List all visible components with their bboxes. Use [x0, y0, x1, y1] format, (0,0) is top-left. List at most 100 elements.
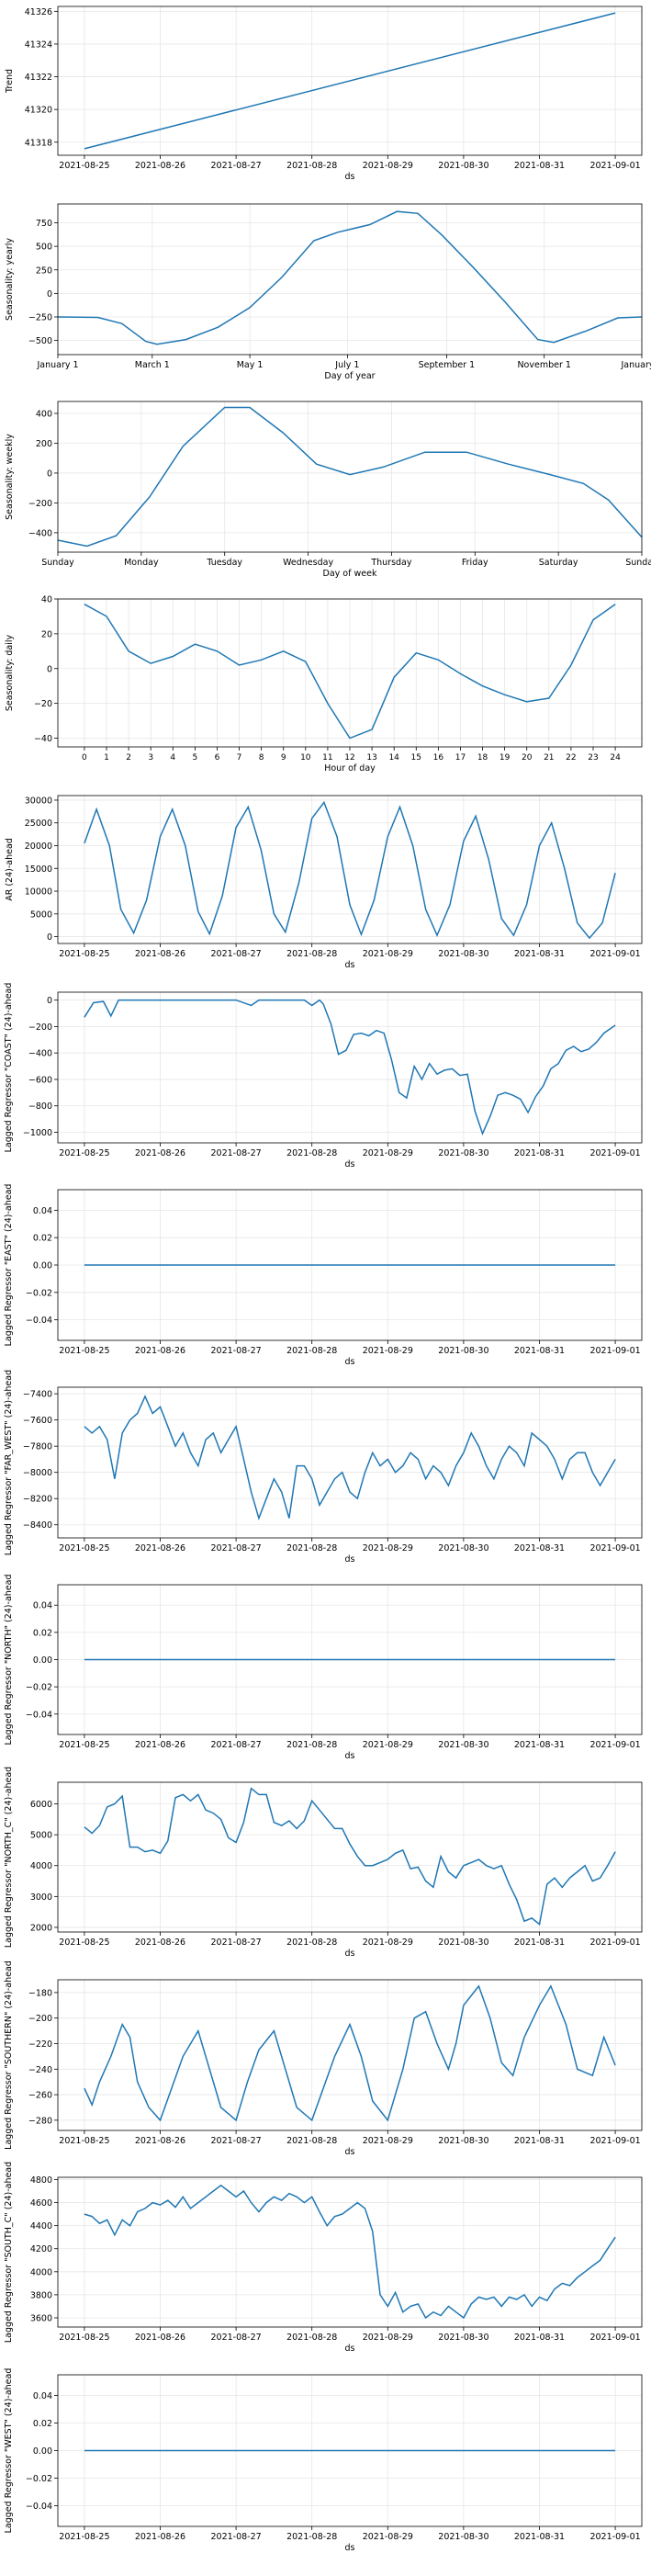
- x-tick-label: 2021-08-31: [514, 949, 565, 959]
- y-tick-label: 3600: [30, 2313, 52, 2323]
- x-tick-label: 2021-08-29: [363, 2333, 413, 2343]
- y-axis-label: Lagged Regressor "SOUTH_C" (24)-ahead: [4, 2162, 14, 2343]
- y-tick-label: 0.02: [33, 1234, 52, 1244]
- x-axis-label: ds: [345, 1357, 355, 1367]
- y-tick-label: 25000: [25, 819, 52, 829]
- x-tick-label: 2021-08-30: [438, 1543, 488, 1554]
- y-tick-label: 4400: [30, 2221, 52, 2231]
- subplot-10: 2021-08-25 2021-08-26 2021-08-27 2021-08-28…: [4, 1767, 643, 1959]
- x-tick-label: 2021-08-28: [286, 1346, 337, 1356]
- y-tick-label: 750: [36, 219, 52, 229]
- x-tick-label: 5: [192, 753, 197, 763]
- y-tick-label: 4000: [30, 1861, 52, 1871]
- subplot-5: 2021-08-25 2021-08-26 2021-08-27 2021-08-28…: [5, 795, 643, 970]
- x-tick-label: 2021-08-26: [135, 2333, 185, 2343]
- x-tick-label: 2021-08-25: [59, 2333, 109, 2343]
- y-tick-label: 0.04: [33, 2391, 52, 2401]
- y-tick-label: 0.02: [33, 2419, 52, 2429]
- x-axis-label: ds: [345, 1554, 355, 1565]
- x-tick-label: 2021-08-27: [210, 949, 261, 959]
- x-tick-label: 2021-08-30: [438, 161, 488, 171]
- x-tick-label: 15: [411, 753, 421, 763]
- y-tick-label: 0: [47, 289, 52, 299]
- x-tick-label: 2021-08-27: [210, 1346, 261, 1356]
- y-tick-label: 200: [36, 439, 52, 449]
- subplot-2: January 1 March 1 May 1 July 1 September 1 No…: [5, 203, 651, 381]
- x-tick-label: 2021-08-29: [363, 2136, 413, 2146]
- x-tick-label: 18: [477, 753, 488, 763]
- x-tick-label: 2021-08-27: [210, 1543, 261, 1554]
- subplot-7: 2021-08-25 2021-08-26 2021-08-27 2021-08-28…: [4, 1184, 643, 1367]
- subplot-13: 2021-08-25 2021-08-26 2021-08-27 2021-08-28…: [4, 2368, 643, 2553]
- x-tick-label: 2021-08-28: [286, 1148, 337, 1158]
- x-tick-label: 2021-09-01: [589, 2333, 640, 2343]
- y-axis-label: Lagged Regressor "NORTH_C" (24)-ahead: [4, 1767, 14, 1948]
- y-tick-label: −8200: [23, 1495, 52, 1505]
- x-tick-label: 10: [300, 753, 311, 763]
- x-tick-label: 2021-08-26: [135, 1740, 185, 1750]
- x-tick-label: March 1: [135, 360, 170, 370]
- x-tick-label: Monday: [124, 558, 159, 568]
- y-tick-label: 0: [47, 996, 52, 1006]
- subplot-3: Sunday Monday Tuesday Wednesday Thursday Frid…: [5, 401, 651, 579]
- x-tick-label: 2021-09-01: [589, 1938, 640, 1948]
- y-axis-label: Lagged Regressor "SOUTHERN" (24)-ahead: [4, 1960, 14, 2150]
- x-tick-label: 2021-08-26: [135, 1543, 185, 1554]
- series-line: [84, 2184, 616, 2320]
- x-tick-label: 2021-08-27: [210, 2333, 261, 2343]
- x-tick-label: 2021-08-31: [514, 1740, 565, 1750]
- y-axis-label: Seasonality: weekly: [5, 434, 15, 520]
- x-tick-label: 2021-08-30: [438, 2136, 488, 2146]
- y-tick-label: 500: [36, 243, 52, 253]
- y-tick-label: 41318: [25, 138, 52, 148]
- y-axis-label: Lagged Regressor "NORTH" (24)-ahead: [4, 1575, 14, 1746]
- x-tick-label: 2021-08-27: [210, 1938, 261, 1948]
- x-tick-label: Saturday: [539, 558, 578, 568]
- y-tick-label: −280: [28, 2116, 52, 2126]
- x-tick-label: 2021-09-01: [589, 2136, 640, 2146]
- x-tick-label: 2021-08-29: [363, 2532, 413, 2542]
- x-tick-label: 2021-08-29: [363, 1346, 413, 1356]
- y-axis-label: Lagged Regressor "EAST" (24)-ahead: [4, 1184, 14, 1347]
- x-tick-label: Tuesday: [206, 558, 242, 568]
- x-tick-label: 3: [148, 753, 153, 763]
- y-tick-label: −250: [28, 313, 52, 323]
- x-tick-label: 2021-08-29: [363, 1148, 413, 1158]
- y-tick-label: 0.00: [33, 1655, 52, 1666]
- x-tick-label: July 1: [334, 360, 359, 370]
- y-tick-label: 4000: [30, 2267, 52, 2277]
- y-tick-label: 0.04: [33, 1601, 52, 1611]
- x-tick-label: 2021-08-28: [286, 161, 337, 171]
- y-tick-label: 4600: [30, 2198, 52, 2209]
- x-tick-label: 11: [322, 753, 332, 763]
- series-line: [57, 406, 643, 548]
- y-axis-label: Lagged Regressor "WEST" (24)-ahead: [4, 2368, 14, 2534]
- y-tick-label: −7800: [23, 1442, 52, 1452]
- x-tick-label: 2021-09-01: [589, 161, 640, 171]
- y-tick-label: 0.00: [33, 2446, 52, 2457]
- x-tick-label: 2021-08-27: [210, 2532, 261, 2542]
- y-tick-label: 4200: [30, 2244, 52, 2254]
- y-tick-label: −240: [28, 2065, 52, 2075]
- x-tick-label: 2021-09-01: [589, 1740, 640, 1750]
- y-tick-label: −0.04: [26, 2502, 52, 2512]
- x-tick-label: 2021-08-29: [363, 1543, 413, 1554]
- x-axis-label: ds: [345, 1159, 355, 1169]
- x-tick-label: 2021-08-28: [286, 1543, 337, 1554]
- x-tick-label: 2: [126, 753, 131, 763]
- x-axis-label: Hour of day: [324, 763, 376, 774]
- y-axis-label: Seasonality: yearly: [5, 238, 15, 321]
- x-tick-label: 2021-08-25: [59, 161, 109, 171]
- x-axis-label: ds: [345, 172, 355, 182]
- series-line: [57, 210, 643, 345]
- x-tick-label: 2021-08-30: [438, 1740, 488, 1750]
- x-tick-label: 2021-08-28: [286, 2532, 337, 2542]
- y-tick-label: −200: [28, 2014, 52, 2024]
- axes-frame: [57, 795, 643, 944]
- x-tick-label: 20: [522, 753, 533, 763]
- x-tick-label: 22: [566, 753, 576, 763]
- x-tick-label: 2021-08-29: [363, 1938, 413, 1948]
- x-tick-label: Thursday: [370, 558, 412, 568]
- subplot-11: 2021-08-25 2021-08-26 2021-08-27 2021-08-28…: [4, 1960, 643, 2157]
